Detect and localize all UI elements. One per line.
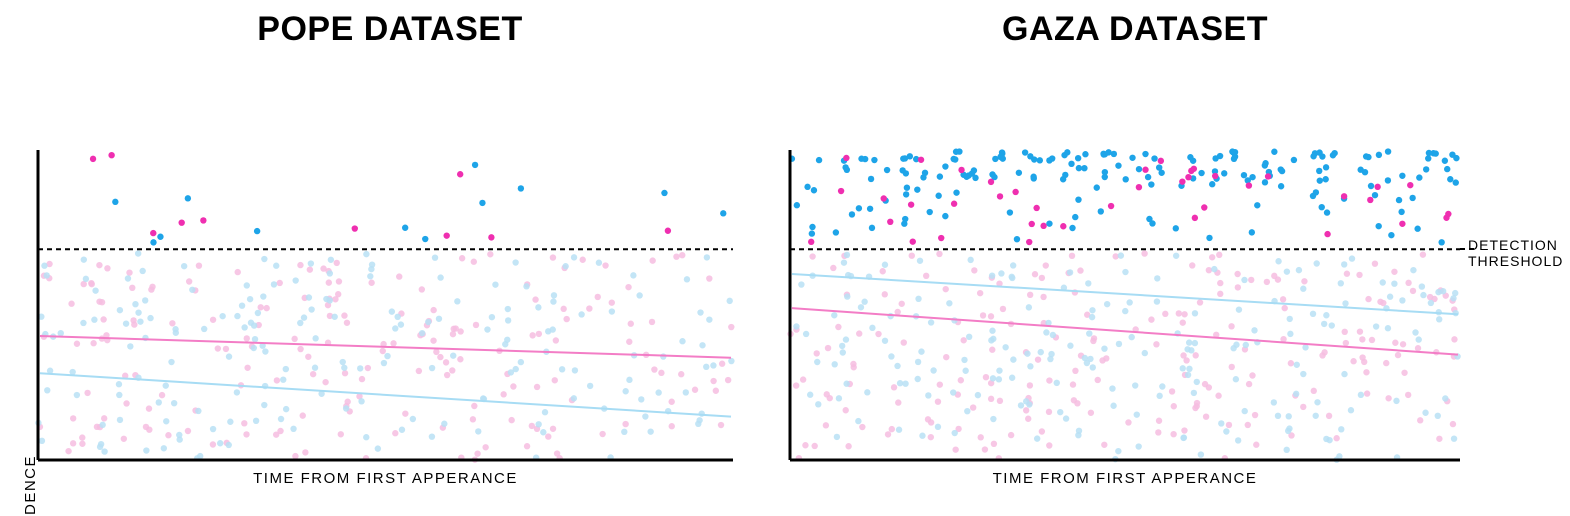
scatter-plot-pope	[38, 150, 733, 460]
x-axis-label-gaza: TIME FROM FIRST APPERANCE	[993, 470, 1258, 487]
points-below-threshold	[787, 250, 1460, 463]
threshold-label: DETECTION THRESHOLD	[1468, 237, 1563, 269]
y-axis-label: DETECTION CONFIDENCE	[22, 455, 39, 516]
points-above-threshold	[789, 148, 1460, 245]
axes	[38, 150, 733, 460]
axes	[790, 150, 1460, 460]
panel-title-gaza: GAZA DATASET	[1002, 10, 1268, 49]
threshold-line-extension	[1460, 247, 1474, 251]
points-above-threshold	[90, 152, 727, 246]
x-axis-label-pope: TIME FROM FIRST APPERANCE	[253, 470, 518, 487]
points-below-threshold	[35, 250, 734, 463]
scatter-plot-gaza	[790, 150, 1460, 460]
panel-title-pope: POPE DATASET	[257, 10, 522, 49]
